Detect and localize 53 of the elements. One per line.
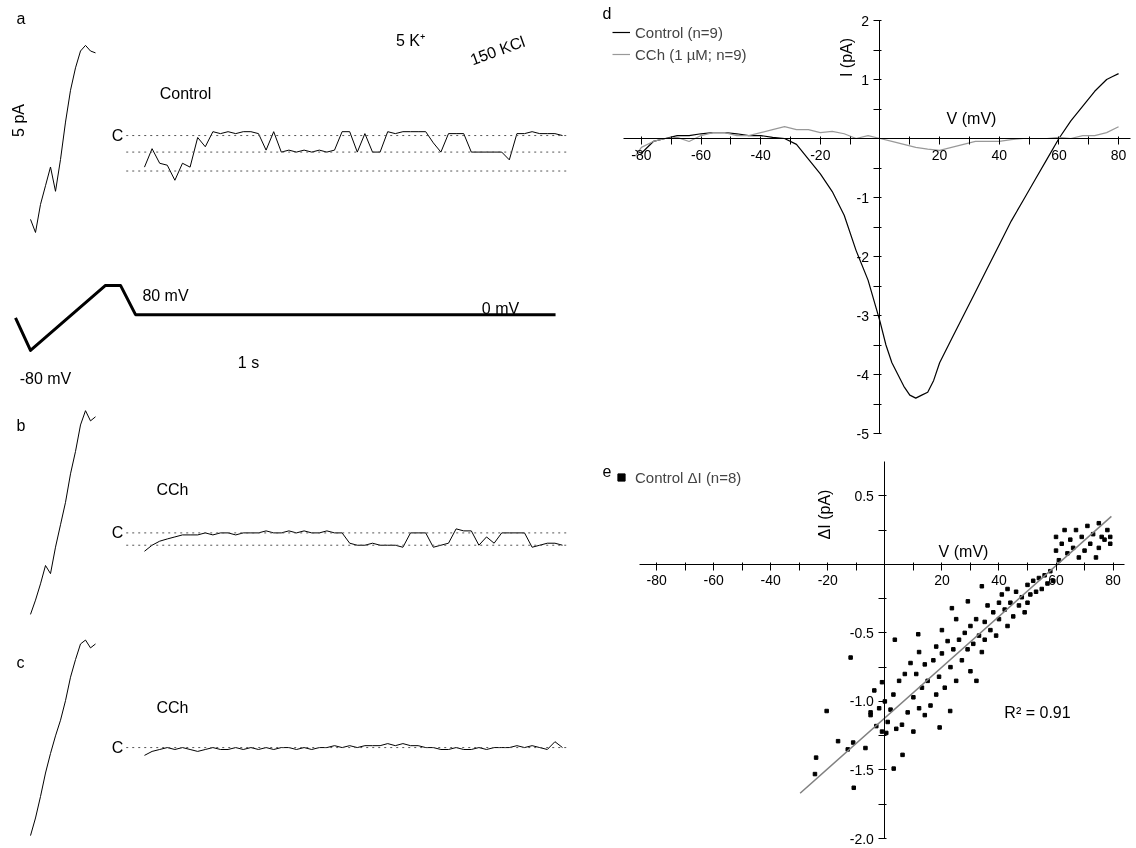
x-tick-label: -40 bbox=[750, 146, 772, 163]
annotation: 0 mV bbox=[481, 300, 520, 317]
y-axis-title: ΔI (pA) bbox=[816, 489, 833, 540]
y-axis-title: I (pA) bbox=[838, 37, 855, 78]
y-tick-label: -1.5 bbox=[849, 761, 875, 778]
annotation: 80 mV bbox=[142, 287, 189, 304]
x-tick-label: 60 bbox=[1048, 572, 1065, 589]
y-tick-label: 2 bbox=[861, 12, 870, 29]
x-tick-label: -80 bbox=[646, 572, 667, 589]
annotation: R² = 0.91 bbox=[1004, 704, 1071, 721]
y-tick-label: -5 bbox=[856, 425, 870, 442]
legend-label: Control ΔI (n=8) bbox=[635, 468, 742, 486]
x-tick-label: -20 bbox=[810, 146, 831, 163]
text: c bbox=[16, 654, 25, 671]
ref-line-label: C bbox=[111, 127, 124, 145]
text: -80 mV bbox=[19, 370, 72, 387]
text: 5 K⁺ bbox=[395, 32, 426, 49]
x-tick-label: -60 bbox=[703, 572, 725, 589]
x-tick-label: 40 bbox=[991, 572, 1007, 589]
x-tick-label: 80 bbox=[1110, 146, 1127, 163]
x-tick-label: 60 bbox=[1051, 146, 1067, 163]
y-tick-label: -1.0 bbox=[849, 693, 875, 710]
legend-label: CCh (1 µM; n=9) bbox=[635, 45, 747, 63]
chart-title: e bbox=[602, 462, 612, 480]
chart-title: b bbox=[16, 417, 26, 434]
x-tick-label: -60 bbox=[690, 146, 712, 163]
ref-line-label: C bbox=[111, 739, 124, 757]
y-tick-label: -2.0 bbox=[849, 830, 875, 847]
chart-title: a bbox=[16, 10, 26, 27]
ref-line-label: C bbox=[111, 524, 124, 542]
text: 5 pA bbox=[10, 103, 27, 137]
y-tick-label: 1 bbox=[861, 71, 870, 88]
y-tick-label: -4 bbox=[856, 366, 870, 383]
text: CCh bbox=[156, 699, 189, 716]
text: 1 s bbox=[237, 354, 260, 371]
text: 150 KCl bbox=[467, 32, 528, 69]
chart-title: d bbox=[602, 5, 612, 22]
y-tick-label: 0.5 bbox=[854, 487, 875, 504]
y-tick-label: -3 bbox=[856, 307, 870, 324]
y-tick-label: -0.5 bbox=[849, 624, 875, 641]
x-tick-label: -80 bbox=[631, 146, 652, 163]
x-tick-label: 20 bbox=[934, 572, 950, 589]
x-tick-label: 40 bbox=[991, 146, 1008, 163]
x-axis-title: V (mV) bbox=[938, 543, 989, 560]
text: CCh bbox=[156, 481, 189, 498]
x-tick-label: 20 bbox=[931, 146, 948, 163]
y-tick-label: -1 bbox=[856, 189, 870, 206]
x-tick-label: -20 bbox=[817, 572, 839, 589]
x-tick-label: 80 bbox=[1105, 572, 1122, 589]
x-tick-label: -40 bbox=[760, 572, 782, 589]
legend-label: Control (n=9) bbox=[635, 23, 723, 41]
text: Control bbox=[159, 85, 212, 102]
x-axis-title: V (mV) bbox=[946, 110, 997, 127]
